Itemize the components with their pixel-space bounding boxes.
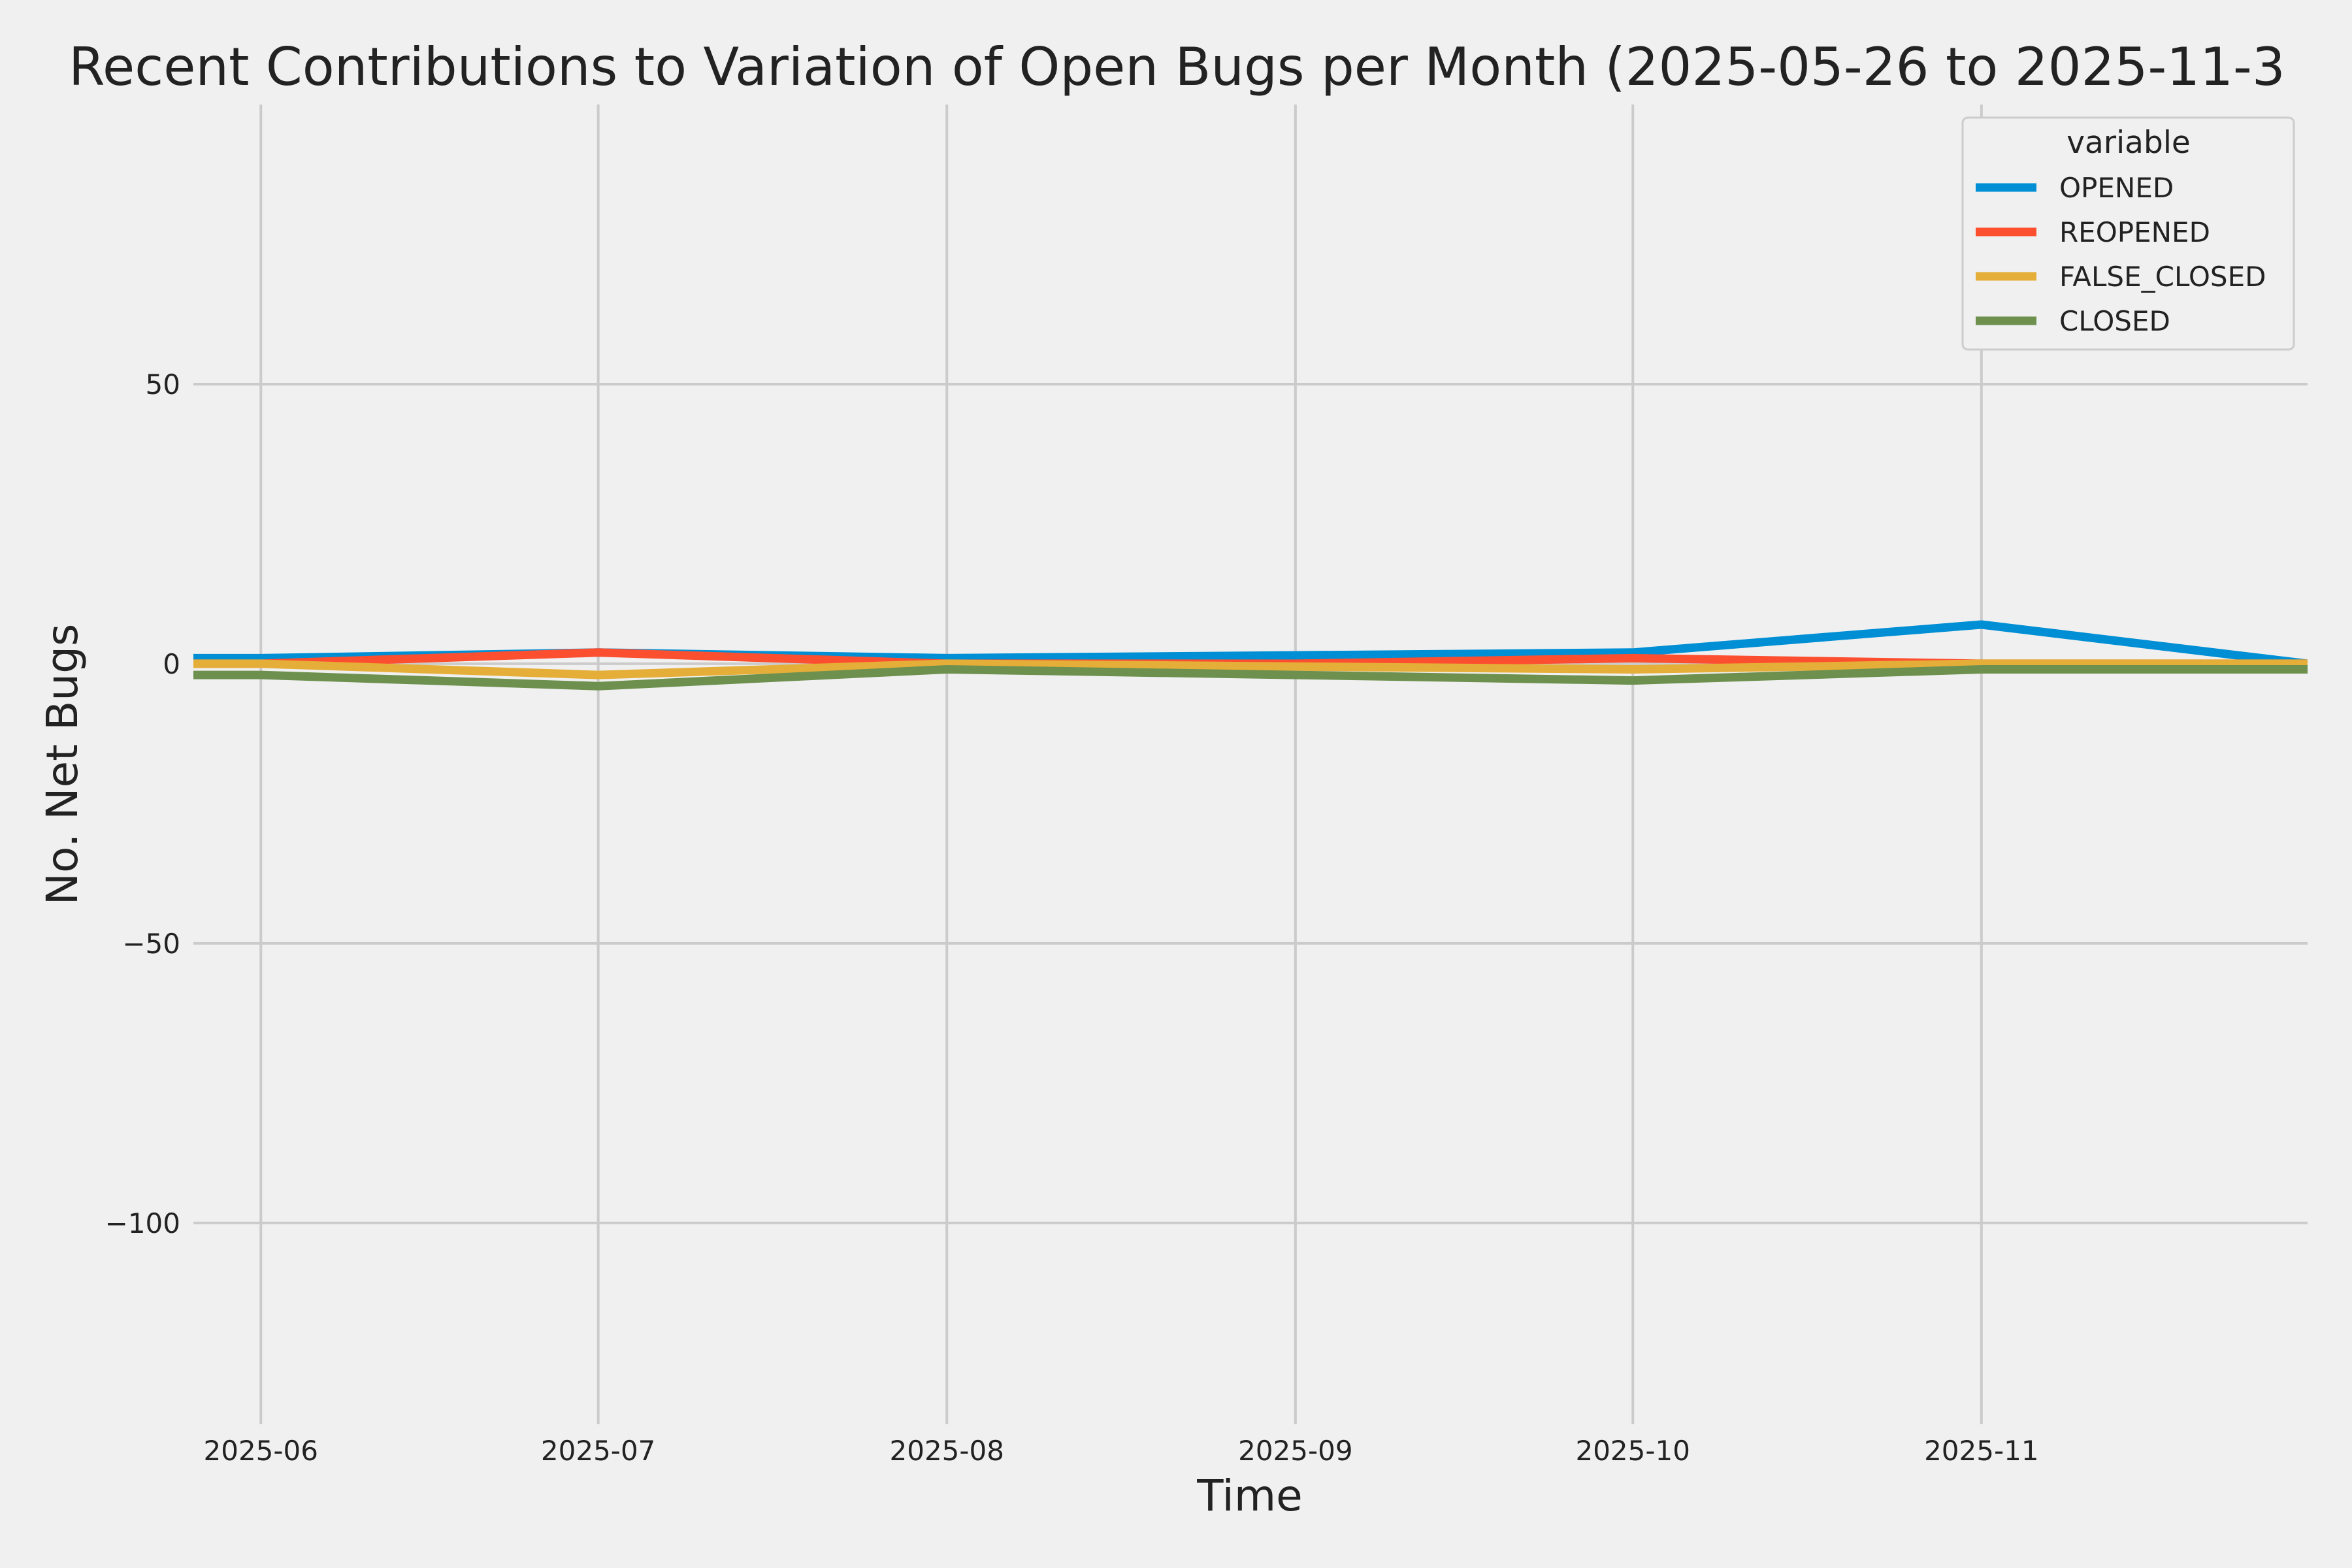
x-tick-label: 2025-08 [890, 1435, 1005, 1467]
legend-label-false-closed: FALSE_CLOSED [2059, 261, 2266, 293]
x-tick-label: 2025-11 [1924, 1435, 2039, 1467]
x-tick-label: 2025-06 [204, 1435, 319, 1467]
series-lines [193, 620, 2308, 691]
series-line-closed [193, 665, 2308, 691]
legend-label-opened: OPENED [2059, 172, 2174, 204]
y-axis-title: No. Net Bugs [37, 624, 88, 906]
series-line-opened [193, 620, 2308, 668]
x-axis-title: Time [1196, 1471, 1303, 1521]
series-line-false-closed [193, 659, 2308, 679]
y-tick-label: −100 [105, 1207, 180, 1239]
y-tick-label: −50 [122, 928, 180, 960]
x-tick-label: 2025-09 [1238, 1435, 1353, 1467]
grid [193, 105, 2308, 1424]
x-tick-label: 2025-07 [541, 1435, 656, 1467]
y-tick-label: 50 [146, 368, 180, 400]
tick-labels: 2025-06 2025-07 2025-08 2025-09 2025-10 2025-… [105, 368, 2039, 1467]
x-tick-label: 2025-10 [1575, 1435, 1690, 1467]
legend-box [1961, 116, 2295, 351]
legend-label-closed: CLOSED [2059, 305, 2170, 337]
chart-title: Recent Contributions to Variation of Ope… [69, 37, 2285, 97]
legend-label-reopened: REOPENED [2059, 216, 2210, 248]
legend: variable OPENED REOPENED FALSE_CLOSED CLOSE… [1961, 116, 2295, 351]
legend-title: variable [2066, 125, 2191, 161]
y-tick-label: 0 [163, 648, 180, 680]
